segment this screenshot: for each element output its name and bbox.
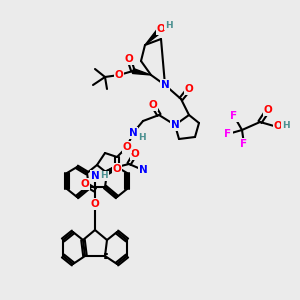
Text: N: N xyxy=(139,165,147,175)
Text: O: O xyxy=(157,24,165,34)
Polygon shape xyxy=(133,69,151,75)
Text: O: O xyxy=(91,199,99,209)
Text: O: O xyxy=(264,105,272,115)
Text: H: H xyxy=(100,172,108,181)
Text: N: N xyxy=(171,120,179,130)
Text: F: F xyxy=(230,111,238,121)
Text: O: O xyxy=(123,142,131,152)
Text: O: O xyxy=(148,100,158,110)
Text: H: H xyxy=(165,20,173,29)
Polygon shape xyxy=(145,29,161,45)
Text: O: O xyxy=(184,84,194,94)
Text: N: N xyxy=(91,171,99,181)
Text: O: O xyxy=(115,70,123,80)
Text: F: F xyxy=(224,129,232,139)
Text: H: H xyxy=(282,122,290,130)
Text: O: O xyxy=(274,121,282,131)
Text: N: N xyxy=(160,80,169,90)
Text: O: O xyxy=(81,179,89,189)
Text: O: O xyxy=(112,164,122,174)
Text: N: N xyxy=(129,128,137,138)
Text: H: H xyxy=(138,133,146,142)
Text: F: F xyxy=(240,139,247,149)
Text: O: O xyxy=(124,54,134,64)
Text: O: O xyxy=(130,149,140,159)
